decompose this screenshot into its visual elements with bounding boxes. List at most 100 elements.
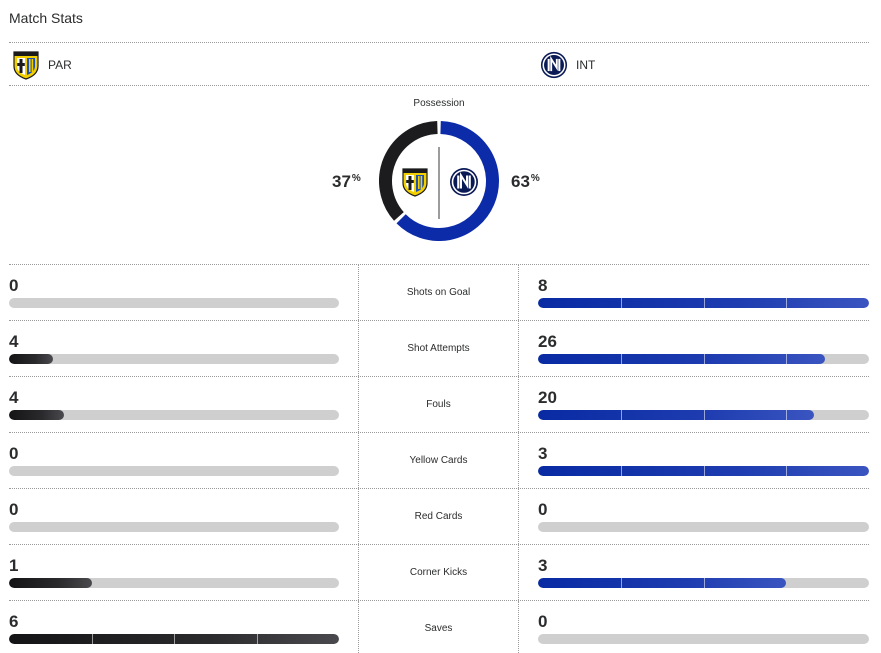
bar-segment-divider — [620, 410, 622, 420]
stat-label: Corner Kicks — [409, 567, 468, 578]
home-team-abbr: PAR — [48, 58, 72, 72]
home-stat-bar — [9, 578, 339, 588]
away-stat-fill — [538, 298, 869, 308]
donut-away-crest-icon — [449, 167, 479, 197]
stat-label: Yellow Cards — [409, 455, 468, 466]
away-stat-bar — [538, 410, 869, 420]
away-stat-value: 3 — [538, 444, 548, 463]
bar-segment-divider — [703, 578, 705, 588]
divider — [358, 601, 359, 653]
away-possession: 63% — [511, 172, 540, 192]
home-possession-unit: % — [351, 173, 361, 184]
away-stat-value: 20 — [538, 388, 557, 407]
home-stat-value: 4 — [9, 332, 19, 351]
bar-segment-divider — [786, 466, 788, 476]
bar-segment-divider — [620, 578, 622, 588]
away-possession-arc — [396, 121, 499, 241]
possession-label: Possession — [413, 98, 465, 109]
away-stat-bar — [538, 578, 869, 588]
away-team-abbr: INT — [576, 58, 596, 72]
bar-segment-divider — [174, 634, 175, 644]
bar-segment-divider — [91, 634, 93, 644]
inter-crest-icon — [540, 51, 568, 79]
divider — [518, 377, 519, 432]
home-stat-bar — [9, 466, 339, 476]
home-stat-value: 6 — [9, 612, 19, 631]
home-possession-arc — [379, 121, 438, 221]
stat-label: Red Cards — [414, 511, 463, 522]
home-stat-value: 0 — [9, 276, 19, 295]
home-stat-value: 0 — [9, 444, 19, 463]
stat-row: 6 Saves 0 — [9, 601, 869, 653]
bar-segment-divider — [703, 354, 705, 364]
home-stat-bar — [9, 354, 339, 364]
home-stat-value: 1 — [9, 556, 19, 575]
away-stat-fill — [538, 354, 825, 364]
away-stat-bar — [538, 634, 869, 644]
stat-label: Shots on Goal — [406, 287, 471, 298]
parma-crest-icon — [13, 51, 39, 80]
divider — [358, 265, 359, 320]
bar-segment-divider — [786, 354, 788, 364]
divider — [358, 377, 359, 432]
donut-home-crest-icon — [402, 168, 428, 197]
away-team[interactable]: INT — [540, 50, 595, 80]
away-stat-bar — [538, 298, 869, 308]
home-possession-value: 37 — [332, 172, 351, 191]
away-stat-value: 26 — [538, 332, 557, 351]
home-stat-bar — [9, 634, 339, 644]
home-stat-bar — [9, 298, 339, 308]
away-stat-fill — [538, 466, 869, 476]
bar-segment-divider — [786, 298, 788, 308]
divider — [518, 265, 519, 320]
stat-row: 4 Shot Attempts 26 — [9, 321, 869, 377]
bar-segment-divider — [703, 466, 705, 476]
away-stat-value: 8 — [538, 276, 548, 295]
divider — [518, 321, 519, 376]
home-stat-value: 4 — [9, 388, 19, 407]
away-possession-unit: % — [530, 173, 540, 184]
divider — [358, 489, 359, 544]
stat-row: 0 Shots on Goal 8 — [9, 265, 869, 321]
stat-row: 0 Red Cards 0 — [9, 489, 869, 545]
teams-header: PAR INT — [9, 42, 869, 86]
bar-segment-divider — [620, 354, 622, 364]
home-possession: 37% — [332, 172, 361, 192]
stat-label: Fouls — [426, 399, 451, 410]
away-stat-value: 0 — [538, 612, 548, 631]
bar-segment-divider — [786, 410, 788, 420]
divider — [358, 321, 359, 376]
divider — [518, 545, 519, 600]
stat-row: 4 Fouls 20 — [9, 377, 869, 433]
home-stat-fill — [9, 634, 339, 644]
away-stat-fill — [538, 410, 814, 420]
divider — [358, 433, 359, 488]
home-team[interactable]: PAR — [12, 50, 72, 80]
stat-row: 0 Yellow Cards 3 — [9, 433, 869, 489]
away-stat-fill — [538, 578, 787, 588]
home-stat-fill — [9, 578, 92, 588]
divider — [518, 489, 519, 544]
away-possession-value: 63 — [511, 172, 530, 191]
home-stat-bar — [9, 410, 339, 420]
possession-donut — [379, 121, 499, 241]
away-stat-value: 3 — [538, 556, 548, 575]
match-stats-title: Match Stats — [9, 10, 83, 26]
stat-label: Saves — [424, 623, 453, 634]
bar-segment-divider — [620, 466, 622, 476]
divider — [518, 601, 519, 653]
bar-segment-divider — [703, 410, 705, 420]
home-stat-fill — [9, 354, 53, 364]
stats-table: 0 Shots on Goal 8 4 Shot Attempts 26 4 Fouls 20 0… — [9, 264, 869, 653]
away-stat-value: 0 — [538, 500, 548, 519]
home-stat-fill — [9, 410, 64, 420]
bar-segment-divider — [620, 298, 622, 308]
divider — [518, 433, 519, 488]
away-stat-bar — [538, 354, 869, 364]
home-stat-bar — [9, 522, 339, 532]
away-stat-bar — [538, 522, 869, 532]
bar-segment-divider — [703, 298, 705, 308]
bar-segment-divider — [256, 634, 258, 644]
stat-label: Shot Attempts — [407, 343, 470, 354]
home-stat-value: 0 — [9, 500, 19, 519]
